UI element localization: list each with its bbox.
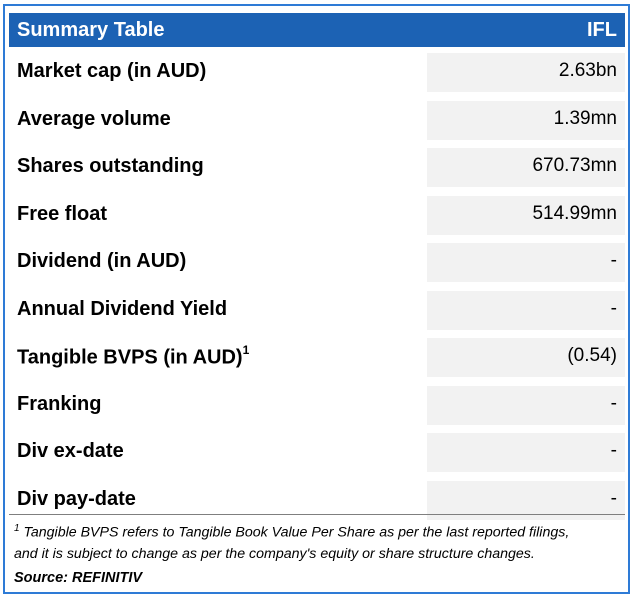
value-cell: - bbox=[427, 385, 625, 425]
value-cell: - bbox=[427, 290, 625, 330]
value-cell: 1.39mn bbox=[427, 100, 625, 140]
row-value: - bbox=[610, 487, 617, 509]
row-value: 670.73mn bbox=[532, 155, 617, 176]
row-value: 1.39mn bbox=[553, 107, 617, 129]
ticker-symbol: IFL bbox=[587, 19, 617, 41]
footnote-marker: 1 bbox=[14, 523, 20, 534]
table-header: Summary Table IFL bbox=[9, 13, 625, 47]
row-value: 514.99mn bbox=[532, 202, 617, 224]
row-value: - bbox=[610, 440, 617, 461]
footnote-text-1: Tangible BVPS refers to Tangible Book Va… bbox=[19, 524, 570, 541]
footnote: 1 Tangible BVPS refers to Tangible Book … bbox=[14, 518, 622, 565]
row-label: Annual Dividend Yield bbox=[17, 297, 228, 320]
row-value: - bbox=[610, 297, 617, 319]
value-cell: - bbox=[427, 433, 625, 472]
value-cell: 2.63bn bbox=[427, 53, 625, 92]
row-value: - bbox=[610, 392, 617, 414]
table-row-shares-outstanding: Shares outstanding 670.73mn bbox=[9, 144, 625, 192]
table-row-div-ex-date: Div ex-date - bbox=[9, 429, 625, 477]
footnote-divider bbox=[9, 514, 625, 515]
table-row-franking: Franking - bbox=[9, 382, 625, 430]
table-row-div-pay-date: Div pay-date - bbox=[9, 477, 625, 525]
row-label: Shares outstanding bbox=[17, 155, 204, 177]
row-label: Market cap (in AUD) bbox=[17, 60, 207, 82]
row-label: Average volume bbox=[17, 107, 171, 130]
row-value: (0.54) bbox=[567, 345, 617, 366]
footnote-line-2: and it is subject to change as per the c… bbox=[14, 545, 535, 562]
row-value: 2.63bn bbox=[558, 60, 617, 81]
footnote-line-1: 1 Tangible BVPS refers to Tangible Book … bbox=[14, 518, 622, 544]
table-row-annual-dividend-yield: Annual Dividend Yield - bbox=[9, 287, 625, 335]
source-credit: Source: REFINITIV bbox=[14, 570, 143, 586]
table-row-market-cap: Market cap (in AUD) 2.63bn bbox=[9, 49, 625, 97]
row-label: Div ex-date bbox=[17, 440, 124, 462]
value-cell: - bbox=[427, 243, 625, 282]
table-row-free-float: Free float 514.99mn bbox=[9, 192, 625, 240]
footnote-marker: 1 bbox=[242, 343, 250, 357]
value-cell: 670.73mn bbox=[427, 148, 625, 187]
table-row-tangible-bvps: Tangible BVPS (in AUD)1 (0.54) bbox=[9, 334, 625, 382]
table-row-dividend: Dividend (in AUD) - bbox=[9, 239, 625, 287]
row-label-text: Tangible BVPS (in AUD) bbox=[17, 346, 243, 369]
row-label: Free float bbox=[17, 202, 108, 225]
row-label: Tangible BVPS (in AUD)1 bbox=[17, 343, 250, 370]
row-label: Div pay-date bbox=[17, 487, 136, 510]
row-label: Dividend (in AUD) bbox=[17, 250, 187, 272]
value-cell: 514.99mn bbox=[427, 195, 625, 235]
value-cell: (0.54) bbox=[427, 338, 625, 377]
value-cell: - bbox=[427, 480, 625, 520]
row-label: Franking bbox=[17, 392, 102, 415]
summary-rows: Market cap (in AUD) 2.63bn Average volum… bbox=[9, 49, 625, 524]
table-row-average-volume: Average volume 1.39mn bbox=[9, 97, 625, 145]
table-title: Summary Table bbox=[17, 19, 165, 41]
row-value: - bbox=[610, 250, 617, 271]
